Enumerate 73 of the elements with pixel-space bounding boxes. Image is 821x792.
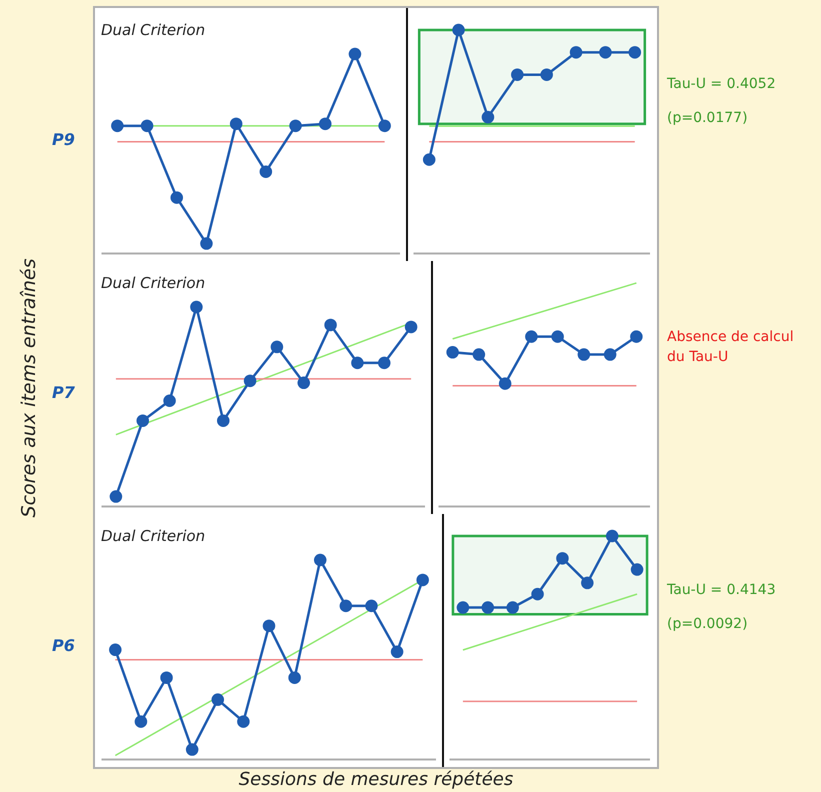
point xyxy=(212,693,224,706)
point xyxy=(160,671,173,684)
point xyxy=(186,743,198,756)
point xyxy=(111,120,124,132)
point xyxy=(540,68,553,81)
text: du Tau-U xyxy=(667,348,730,367)
point xyxy=(340,600,352,612)
point xyxy=(289,120,302,132)
point xyxy=(190,300,203,314)
point xyxy=(217,414,230,427)
point xyxy=(599,46,612,59)
point xyxy=(422,153,436,166)
point xyxy=(378,120,391,132)
point xyxy=(416,574,429,586)
point xyxy=(348,48,362,60)
chart-title: Dual Criterion xyxy=(101,20,206,39)
x-axis-title: Sessions de mesures répétées xyxy=(238,769,514,790)
text: Absence de calcul xyxy=(667,328,795,347)
point xyxy=(136,414,149,427)
point xyxy=(110,490,122,503)
point xyxy=(511,68,524,81)
text: Tau-U = 0.4052 xyxy=(667,75,777,94)
point xyxy=(630,563,644,576)
point xyxy=(581,576,594,590)
point xyxy=(606,530,618,542)
point xyxy=(244,374,256,388)
point xyxy=(200,237,213,250)
text: (p=0.0177) xyxy=(667,109,749,128)
point xyxy=(365,600,378,612)
chart-title: Dual Criterion xyxy=(101,274,206,292)
point xyxy=(452,24,465,36)
point xyxy=(163,394,176,408)
point xyxy=(237,715,250,728)
chart-title: Dual Criterion xyxy=(101,526,206,545)
point xyxy=(260,165,272,178)
point xyxy=(551,330,564,343)
point xyxy=(230,118,242,130)
text: (p=0.0092) xyxy=(667,615,749,634)
point xyxy=(134,715,148,728)
y-axis-title: P9 xyxy=(52,130,75,149)
point xyxy=(498,377,512,390)
point xyxy=(404,320,418,334)
point xyxy=(319,118,332,130)
point xyxy=(140,120,154,132)
point xyxy=(109,644,122,656)
point xyxy=(531,588,544,600)
point xyxy=(324,318,337,332)
point xyxy=(604,348,616,361)
point xyxy=(472,348,486,361)
point xyxy=(298,376,310,390)
text: Tau-U = 0.4143 xyxy=(667,581,777,600)
point xyxy=(314,554,326,566)
text: Scores aux items entraînés xyxy=(18,258,40,517)
point xyxy=(506,601,519,614)
point xyxy=(570,46,582,59)
point xyxy=(456,601,470,614)
point xyxy=(446,346,459,359)
y-axis-title: P7 xyxy=(52,383,75,402)
point xyxy=(525,330,538,343)
point xyxy=(170,191,183,204)
point xyxy=(630,330,643,343)
point xyxy=(270,340,284,354)
y-axis-title: P6 xyxy=(52,636,75,655)
point xyxy=(351,356,364,370)
point xyxy=(288,671,301,684)
point xyxy=(378,356,390,370)
point xyxy=(482,601,494,614)
point xyxy=(482,110,494,124)
point xyxy=(390,646,404,658)
point xyxy=(556,552,569,565)
point xyxy=(262,620,276,632)
point xyxy=(628,46,642,59)
point xyxy=(578,348,590,361)
